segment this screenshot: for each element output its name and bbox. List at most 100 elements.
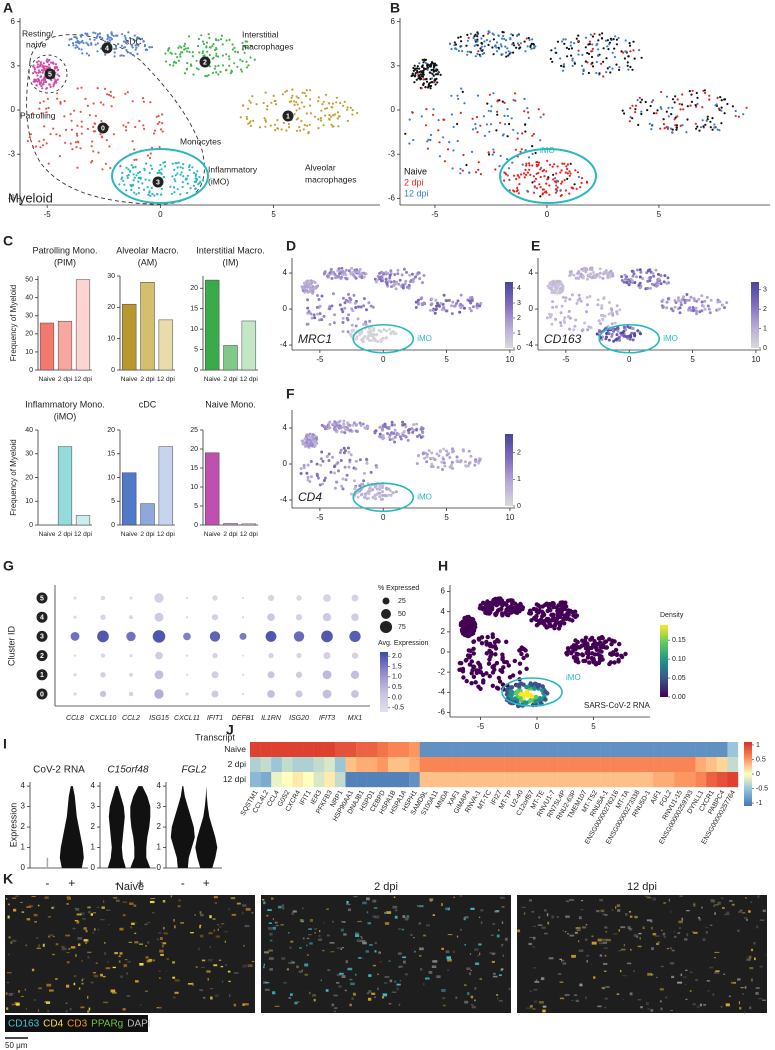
umap-dot <box>599 313 603 317</box>
micrograph-speck <box>25 944 27 947</box>
umap-dot <box>191 166 194 169</box>
umap-dot <box>568 327 572 331</box>
micrograph-speck <box>704 927 709 928</box>
umap-dot <box>698 129 701 132</box>
umap-dot <box>533 46 536 50</box>
umap-dot <box>312 286 316 290</box>
y-tick-label: 0 <box>11 105 16 114</box>
heatmap-cell <box>462 772 473 788</box>
micrograph-speck <box>604 997 608 1000</box>
umap-dot <box>548 193 551 196</box>
umap-dot <box>441 468 444 471</box>
umap-dot <box>681 295 685 299</box>
umap-dot <box>85 41 88 44</box>
y-tick-label: 4 <box>283 423 288 432</box>
umap-dot <box>577 53 580 56</box>
umap-dot <box>463 102 466 105</box>
umap-dot <box>509 690 514 695</box>
micrograph-speck <box>384 976 390 978</box>
umap-dot <box>673 118 676 121</box>
micrograph-speck <box>304 963 309 967</box>
umap-dot <box>600 306 604 310</box>
umap-dot <box>573 42 576 45</box>
micrograph-speck <box>367 922 372 925</box>
micrograph-speck <box>726 911 730 914</box>
umap-dot <box>516 137 519 140</box>
umap-dot <box>215 54 218 58</box>
micrograph-speck <box>670 1010 673 1012</box>
chart-subtitle: (PIM) <box>54 257 76 267</box>
cluster-annotation: Inflammatory <box>208 164 258 174</box>
umap-dot <box>531 164 534 167</box>
umap-dot <box>127 31 130 34</box>
umap-dot <box>365 461 369 465</box>
micrograph-speck <box>87 1010 90 1013</box>
micrograph-speck <box>65 1010 68 1013</box>
umap-dot <box>437 129 440 132</box>
umap-dot <box>119 165 122 168</box>
umap-dot <box>661 306 665 309</box>
y-tick-label: 0 <box>29 367 33 374</box>
umap-dot <box>723 306 726 310</box>
umap-dot <box>217 39 220 42</box>
micrograph-speck <box>659 1000 662 1003</box>
umap-dot <box>476 52 479 56</box>
x-tick-label: 0 <box>627 355 632 364</box>
umap-dot <box>720 99 723 102</box>
umap-dot <box>311 289 315 293</box>
micrograph-speck <box>145 945 147 947</box>
umap-dot <box>141 97 145 100</box>
x-tick-label: 0 <box>158 210 163 219</box>
micrograph-speck <box>626 962 632 965</box>
x-tick-label: ISG20 <box>289 715 309 722</box>
umap-dot <box>52 62 55 65</box>
umap-dot <box>343 100 346 103</box>
umap-dot <box>220 34 224 37</box>
umap-dot <box>321 482 325 486</box>
umap-dot <box>560 290 564 294</box>
umap-dot <box>329 470 333 474</box>
umap-dot <box>523 40 526 43</box>
umap-dot <box>405 285 409 289</box>
micrograph-speck <box>148 958 153 962</box>
micrograph-speck <box>298 970 303 973</box>
heatmap-cell <box>674 772 686 788</box>
umap-dot <box>615 63 618 66</box>
umap-dot <box>561 69 565 72</box>
micrograph-speck <box>55 943 59 946</box>
umap-dot <box>471 117 474 120</box>
umap-dot <box>144 48 147 52</box>
umap-dot <box>550 49 553 52</box>
y-tick-label: 6 <box>441 587 446 596</box>
y-tick-label: 1 <box>91 843 96 852</box>
umap-dot <box>94 114 97 117</box>
umap-dot <box>133 191 136 194</box>
micrograph-speck <box>714 957 716 959</box>
umap-dot <box>55 81 58 84</box>
umap-dot <box>454 43 458 46</box>
umap-dot <box>74 141 77 144</box>
umap-dot <box>170 192 174 195</box>
heatmap-cell <box>324 742 336 758</box>
umap-dot <box>500 655 505 660</box>
umap-dot <box>306 438 310 442</box>
umap-dot <box>585 180 589 183</box>
umap-dot <box>371 495 375 499</box>
umap-dot <box>91 159 94 163</box>
umap-dot <box>481 49 484 52</box>
micrograph-speck <box>478 916 481 918</box>
umap-dot <box>206 50 209 53</box>
micrograph-speck <box>101 906 105 909</box>
heatmap-cell <box>292 757 304 773</box>
umap-dot <box>317 118 320 121</box>
umap-dot <box>194 174 197 177</box>
umap-dot <box>452 149 455 152</box>
heatmap-cell <box>578 772 590 788</box>
umap-dot <box>183 42 187 46</box>
umap-dot <box>620 275 624 279</box>
umap-dot <box>173 60 176 63</box>
heatmap-cell <box>536 772 548 788</box>
umap-dot <box>419 73 422 76</box>
bar <box>57 446 73 526</box>
micrograph-speck <box>243 944 245 947</box>
